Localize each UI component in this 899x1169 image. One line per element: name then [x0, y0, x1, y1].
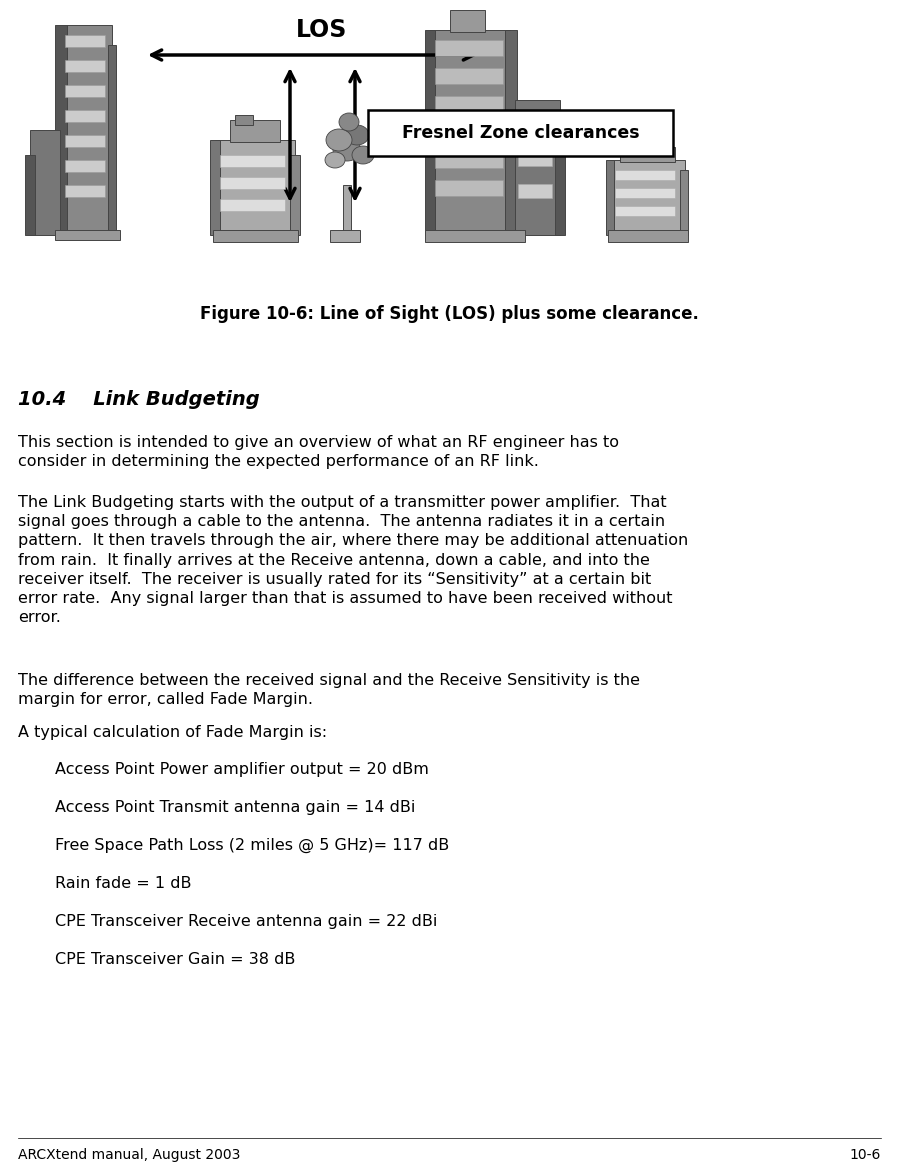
Bar: [435, 68, 503, 84]
Bar: [213, 230, 298, 242]
Bar: [615, 188, 675, 198]
Bar: [606, 160, 614, 235]
Text: This section is intended to give an overview of what an RF engineer has to
consi: This section is intended to give an over…: [18, 435, 619, 469]
Text: CPE Transceiver Gain = 38 dB: CPE Transceiver Gain = 38 dB: [55, 952, 296, 967]
Bar: [65, 60, 105, 72]
Text: Access Point Transmit antenna gain = 14 dBi: Access Point Transmit antenna gain = 14 …: [55, 800, 415, 815]
Bar: [518, 152, 552, 166]
Bar: [430, 30, 510, 235]
Bar: [518, 184, 552, 198]
Ellipse shape: [325, 152, 345, 168]
Bar: [425, 30, 435, 235]
Bar: [330, 230, 360, 242]
Text: The difference between the received signal and the Receive Sensitivity is the
ma: The difference between the received sign…: [18, 673, 640, 707]
Bar: [108, 44, 116, 235]
Bar: [220, 177, 285, 189]
Text: LOS: LOS: [297, 18, 348, 42]
Ellipse shape: [326, 129, 352, 151]
Bar: [435, 40, 503, 56]
Text: Free Space Path Loss (2 miles @ 5 GHz)= 117 dB: Free Space Path Loss (2 miles @ 5 GHz)= …: [55, 838, 450, 853]
Bar: [215, 140, 295, 235]
Text: 10-6: 10-6: [850, 1148, 881, 1162]
Bar: [450, 11, 485, 32]
Bar: [555, 115, 565, 235]
Bar: [435, 96, 503, 112]
Ellipse shape: [345, 125, 369, 145]
Bar: [220, 155, 285, 167]
Ellipse shape: [339, 113, 359, 131]
Bar: [680, 170, 688, 235]
Bar: [65, 110, 105, 122]
Text: Figure 10-6: Line of Sight (LOS) plus some clearance.: Figure 10-6: Line of Sight (LOS) plus so…: [200, 305, 699, 323]
Bar: [210, 140, 220, 235]
Bar: [60, 25, 112, 235]
Bar: [610, 160, 685, 235]
Bar: [615, 206, 675, 216]
Bar: [505, 30, 517, 235]
Text: Access Point Power amplifier output = 20 dBm: Access Point Power amplifier output = 20…: [55, 762, 429, 777]
Bar: [368, 110, 673, 155]
Bar: [615, 170, 675, 180]
Text: Fresnel Zone clearances: Fresnel Zone clearances: [402, 124, 639, 141]
Bar: [220, 199, 285, 210]
Ellipse shape: [333, 139, 361, 161]
Bar: [435, 124, 503, 140]
Bar: [65, 85, 105, 97]
Bar: [65, 35, 105, 47]
Bar: [55, 230, 120, 240]
Text: CPE Transceiver Receive antenna gain = 22 dBi: CPE Transceiver Receive antenna gain = 2…: [55, 914, 438, 929]
Bar: [65, 134, 105, 147]
Bar: [515, 101, 560, 235]
Bar: [65, 160, 105, 172]
Text: The Link Budgeting starts with the output of a transmitter power amplifier.  Tha: The Link Budgeting starts with the outpu…: [18, 494, 689, 625]
Bar: [435, 180, 503, 196]
Bar: [435, 152, 503, 168]
Bar: [235, 115, 253, 125]
Text: ARCXtend manual, August 2003: ARCXtend manual, August 2003: [18, 1148, 240, 1162]
Bar: [425, 230, 525, 242]
Bar: [608, 230, 688, 242]
Bar: [620, 147, 675, 162]
Ellipse shape: [352, 146, 374, 164]
Bar: [628, 140, 648, 148]
Bar: [230, 120, 280, 141]
Bar: [30, 130, 60, 235]
Text: A typical calculation of Fade Margin is:: A typical calculation of Fade Margin is:: [18, 725, 327, 740]
Bar: [65, 185, 105, 198]
Bar: [343, 185, 351, 235]
Bar: [518, 120, 552, 134]
Bar: [25, 155, 35, 235]
Bar: [290, 155, 300, 235]
Text: 10.4    Link Budgeting: 10.4 Link Budgeting: [18, 390, 260, 409]
Bar: [55, 25, 67, 235]
Text: Rain fade = 1 dB: Rain fade = 1 dB: [55, 876, 191, 891]
